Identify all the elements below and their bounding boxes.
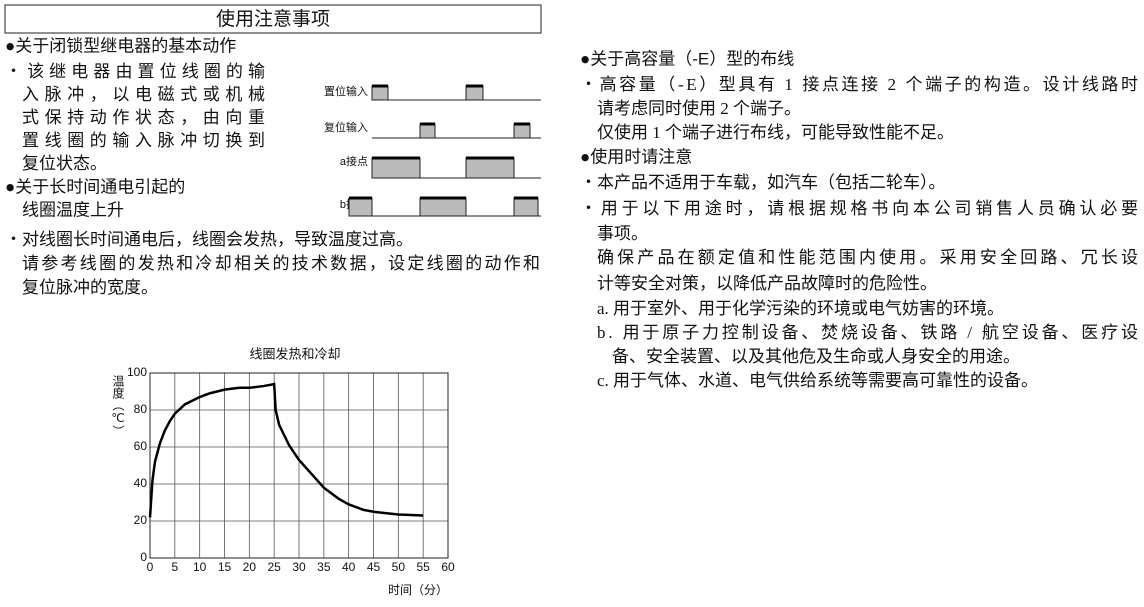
x-tick-label: 45 bbox=[367, 560, 381, 574]
text-line: b. 用于原子力控制设备、焚烧设备、铁路 / 航空设备、医疗设 bbox=[597, 323, 1138, 342]
x-tick-label: 60 bbox=[441, 560, 455, 574]
x-tick-label: 30 bbox=[292, 560, 306, 574]
timing-label: 复位输入 bbox=[324, 120, 368, 134]
text-line: ・高容量（-E）型具有 1 接点连接 2 个端子的构造。设计线路时 bbox=[580, 75, 1138, 94]
text-line: 入脉冲，以电磁式或机械 bbox=[22, 85, 265, 104]
timing-diagram: 置位输入 复位输入 a接点 b接点 bbox=[324, 84, 541, 217]
heading: 线圈温度上升 bbox=[22, 200, 124, 219]
heading: ●关于闭锁型继电器的基本动作 bbox=[5, 36, 236, 55]
x-tick-label: 20 bbox=[243, 560, 257, 574]
x-tick-label: 10 bbox=[193, 560, 207, 574]
text-line: 计等安全对策，以降低产品故障时的危险性。 bbox=[597, 274, 937, 293]
page-title: 使用注意事项 bbox=[216, 8, 330, 30]
text-line: ・本产品不适用于车载，如汽车（包括二轮车）。 bbox=[580, 173, 946, 192]
text-line: 请考虑同时使用 2 个端子。 bbox=[597, 98, 801, 118]
text-line: ・用于以下用途时，请根据规格书向本公司销售人员确认必要 bbox=[580, 199, 1138, 218]
plot-frame bbox=[149, 372, 449, 559]
text-line: a. 用于室外、用于化学污染的环境或电气妨害的环境。 bbox=[597, 299, 1004, 318]
text-line: ・该继电器由置位线圈的输 bbox=[5, 62, 265, 81]
x-tick-label: 15 bbox=[218, 560, 232, 574]
y-tick-label: 0 bbox=[140, 550, 147, 564]
y-tick-label: 40 bbox=[134, 476, 148, 490]
x-tick-label: 55 bbox=[416, 560, 430, 574]
text-line: 事项。 bbox=[597, 224, 648, 243]
y-tick-label: 60 bbox=[134, 439, 148, 453]
x-axis-label: 时间（分） bbox=[388, 583, 448, 597]
chart-title: 线圈发热和冷却 bbox=[249, 346, 340, 361]
x-tick-label: 5 bbox=[171, 560, 178, 574]
x-tick-label: 40 bbox=[342, 560, 356, 574]
x-tick-label: 35 bbox=[317, 560, 331, 574]
heading: ●关于高容量（-E）型的布线 bbox=[580, 49, 794, 68]
y-tick-label: 80 bbox=[134, 402, 148, 416]
data-line bbox=[148, 382, 424, 518]
timing-label: a接点 bbox=[340, 155, 368, 168]
title-box bbox=[4, 4, 542, 34]
x-tick-label: 50 bbox=[392, 560, 406, 574]
text-line: 仅使用 1 个端子进行布线，可能导致性能不足。 bbox=[597, 122, 954, 142]
y-axis-label: 温度（℃） bbox=[111, 375, 125, 437]
text-line: 确保产品在额定值和性能范围内使用。采用安全回路、冗长设 bbox=[597, 247, 1138, 267]
timing-label: 置位输入 bbox=[324, 84, 368, 98]
text-line: 备、安全装置、以及其他危及生命或人身安全的用途。 bbox=[612, 347, 1020, 366]
x-tick-label: 0 bbox=[147, 560, 154, 574]
heading: ●使用时请注意 bbox=[580, 146, 692, 166]
text-line: ・对线圈长时间通电后，线圈会发热，导致温度过高。 bbox=[5, 230, 413, 249]
text-line: 式保持动作状态，由向重 bbox=[22, 108, 265, 127]
y-tick-label: 20 bbox=[134, 513, 148, 527]
text-line: 复位脉冲的宽度。 bbox=[22, 278, 158, 297]
heading: ●关于长时间通电引起的 bbox=[5, 177, 185, 196]
x-tick-label: 25 bbox=[267, 560, 281, 574]
y-tick-label: 100 bbox=[127, 365, 147, 379]
text-line: 置线圈的输入脉冲切换到 bbox=[22, 131, 265, 150]
text-line: 复位状态。 bbox=[22, 154, 107, 173]
text-line: c. 用于气体、水道、电气供给系统等需要高可靠性的设备。 bbox=[597, 371, 1038, 390]
text-line: 请参考线圈的发热和冷却相关的技术数据，设定线圈的动作和 bbox=[22, 254, 540, 273]
